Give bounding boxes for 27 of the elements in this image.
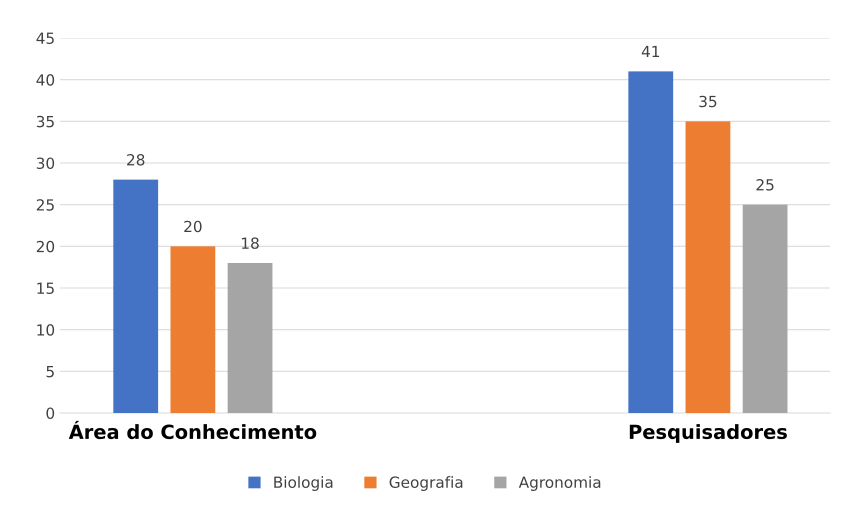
data-label: 20 (184, 220, 202, 232)
bar (170, 246, 216, 413)
x-tick-label: Pesquisadores (630, 424, 787, 443)
y-tick-label: 0 (46, 407, 54, 420)
x-tick-label: Área do Conhecimento (68, 420, 316, 440)
legend-label: Agronomia (518, 476, 600, 491)
y-tick-label: 30 (36, 157, 54, 170)
bar (686, 121, 730, 413)
y-tick-label: 20 (36, 240, 54, 252)
bar (228, 263, 272, 413)
data-label: 41 (642, 46, 660, 58)
bar (113, 180, 158, 413)
y-tick-label: 15 (37, 282, 54, 294)
data-label: 25 (756, 179, 774, 191)
y-tick-label: 45 (36, 32, 54, 44)
data-label: 28 (127, 154, 144, 166)
y-tick-label: 40 (36, 74, 54, 86)
y-tick-label: 25 (36, 199, 54, 211)
legend-label: Biologia (274, 476, 332, 491)
y-tick-label: 35 (36, 116, 54, 128)
y-tick-label: 10 (37, 324, 54, 336)
bar (742, 204, 788, 413)
data-label: 35 (699, 96, 716, 108)
bar (628, 71, 674, 413)
y-tick-label: 5 (46, 366, 54, 378)
data-label: 18 (242, 237, 259, 249)
legend-label: Geografia (390, 476, 462, 491)
